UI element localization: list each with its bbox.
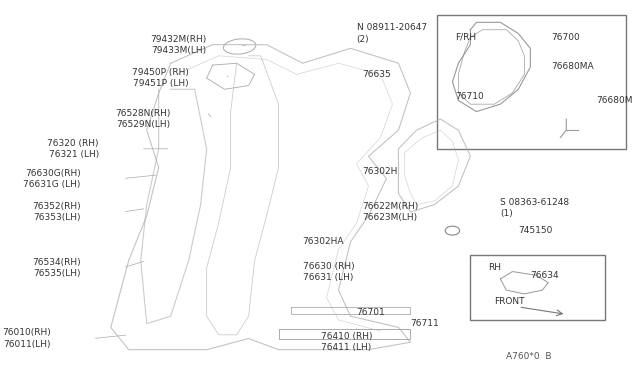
- Text: 76680M: 76680M: [596, 96, 633, 105]
- Text: S 08363-61248
(1): S 08363-61248 (1): [500, 198, 570, 218]
- Text: 76630 (RH)
76631 (LH): 76630 (RH) 76631 (LH): [303, 262, 354, 282]
- Text: 76635: 76635: [362, 70, 391, 79]
- Text: 76320 (RH)
76321 (LH): 76320 (RH) 76321 (LH): [47, 139, 99, 159]
- Text: 76622M(RH)
76623M(LH): 76622M(RH) 76623M(LH): [362, 202, 419, 222]
- Text: 76680MA: 76680MA: [551, 62, 594, 71]
- Text: 76302H: 76302H: [362, 167, 398, 176]
- Text: 76634: 76634: [531, 271, 559, 280]
- Text: 745150: 745150: [518, 226, 553, 235]
- Text: N 08911-20647
(2): N 08911-20647 (2): [356, 23, 427, 44]
- Text: 76701: 76701: [356, 308, 385, 317]
- Text: 76710: 76710: [456, 92, 484, 101]
- Text: 79450P (RH)
79451P (LH): 79450P (RH) 79451P (LH): [132, 68, 189, 88]
- Text: 76534(RH)
76535(LH): 76534(RH) 76535(LH): [32, 258, 81, 278]
- Text: F/RH: F/RH: [456, 33, 477, 42]
- Text: 76410 (RH)
76411 (LH): 76410 (RH) 76411 (LH): [321, 332, 372, 352]
- Text: 76711: 76711: [410, 319, 439, 328]
- Text: 76302HA: 76302HA: [303, 237, 344, 246]
- Text: 79432M(RH)
79433M(LH): 79432M(RH) 79433M(LH): [150, 35, 207, 55]
- Text: 76528N(RH)
76529N(LH): 76528N(RH) 76529N(LH): [115, 109, 171, 129]
- Text: FRONT: FRONT: [494, 297, 525, 306]
- Text: 76352(RH)
76353(LH): 76352(RH) 76353(LH): [32, 202, 81, 222]
- Text: A760*0  B: A760*0 B: [506, 352, 552, 361]
- Bar: [437, 15, 626, 149]
- Text: 76630G(RH)
76631G (LH): 76630G(RH) 76631G (LH): [24, 169, 81, 189]
- Bar: [470, 255, 605, 320]
- Text: 76700: 76700: [551, 33, 580, 42]
- Text: 76010(RH)
76011(LH): 76010(RH) 76011(LH): [2, 328, 51, 349]
- Text: RH: RH: [488, 263, 501, 272]
